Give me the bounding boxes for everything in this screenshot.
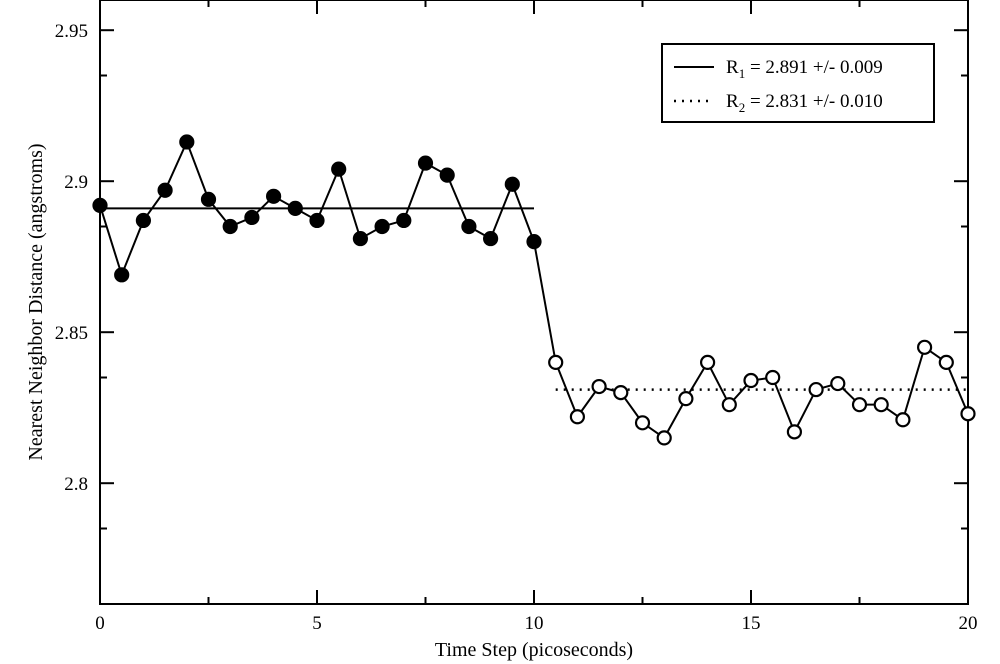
data-point-open (634, 415, 651, 431)
data-point-filled (244, 209, 260, 226)
data-point-open (895, 412, 911, 428)
data-point-filled (157, 182, 173, 198)
data-point-filled (114, 267, 130, 283)
data-point-filled (331, 161, 347, 177)
data-point-filled (504, 176, 520, 192)
data-point-filled (179, 134, 195, 150)
legend-r1-value: = 2.891 +/- 0.009 (745, 57, 883, 78)
data-point-filled (200, 191, 217, 207)
x-tick-label: 10 (525, 613, 544, 634)
data-point-filled (483, 230, 499, 247)
legend-entry-r1: R1 = 2.891 +/- 0.009 (726, 57, 883, 81)
x-tick-label: 5 (312, 613, 322, 634)
data-point-filled (287, 200, 303, 216)
data-point-open (743, 372, 759, 389)
legend: R1 = 2.891 +/- 0.009 R2 = 2.831 +/- 0.01… (661, 43, 935, 123)
x-tick-label: 20 (959, 613, 978, 634)
data-point-open (786, 424, 803, 440)
data-point-open (808, 381, 824, 398)
series-line (99, 139, 969, 440)
data-point-open (613, 385, 629, 401)
x-axis-label: Time Step (picoseconds) (435, 639, 633, 661)
data-series (92, 134, 976, 446)
data-point-filled (309, 212, 325, 229)
data-point-filled (266, 188, 282, 204)
data-point-open (699, 354, 716, 370)
y-tick-label: 2.95 (55, 21, 88, 42)
data-point-open (938, 354, 954, 370)
data-point-open (678, 391, 694, 407)
data-point-filled (439, 167, 455, 183)
x-tick-label: 0 (95, 613, 105, 634)
x-tick-label: 15 (742, 613, 761, 634)
data-point-filled (396, 212, 412, 229)
data-point-open (916, 339, 933, 355)
data-point-open (569, 409, 586, 425)
legend-r1-subscript: 1 (739, 66, 746, 81)
y-tick-label: 2.9 (64, 172, 88, 193)
data-point-open (656, 430, 672, 446)
data-point-filled (461, 218, 477, 235)
legend-r2-value: = 2.831 +/- 0.010 (745, 91, 883, 112)
y-tick-label: 2.8 (64, 474, 88, 495)
legend-entry-r2: R2 = 2.831 +/- 0.010 (726, 91, 883, 115)
data-point-filled (135, 212, 151, 229)
y-axis-label: Nearest Neighbor Distance (angstroms) (25, 143, 47, 460)
data-point-filled (374, 218, 390, 235)
legend-r2-symbol: R (726, 91, 739, 112)
x-axis-ticks: 0 5 10 15 20 (95, 0, 978, 634)
legend-r1-symbol: R (726, 57, 739, 78)
data-point-open (765, 369, 781, 386)
data-point-open (830, 375, 846, 392)
data-point-open (873, 397, 889, 413)
y-tick-label: 2.85 (55, 323, 88, 344)
data-point-filled (417, 155, 434, 171)
data-point-open (548, 354, 564, 370)
legend-r2-subscript: 2 (739, 100, 746, 115)
data-point-filled (526, 234, 542, 250)
data-point-filled (222, 218, 238, 235)
data-point-open (851, 397, 868, 413)
data-point-filled (352, 230, 368, 247)
y-axis-ticks: 2.8 2.85 2.9 2.95 (55, 21, 968, 530)
data-point-open (960, 406, 976, 422)
data-point-open (591, 378, 607, 395)
data-point-open (721, 397, 737, 413)
data-point-filled (92, 197, 108, 213)
legend-box (661, 43, 935, 123)
